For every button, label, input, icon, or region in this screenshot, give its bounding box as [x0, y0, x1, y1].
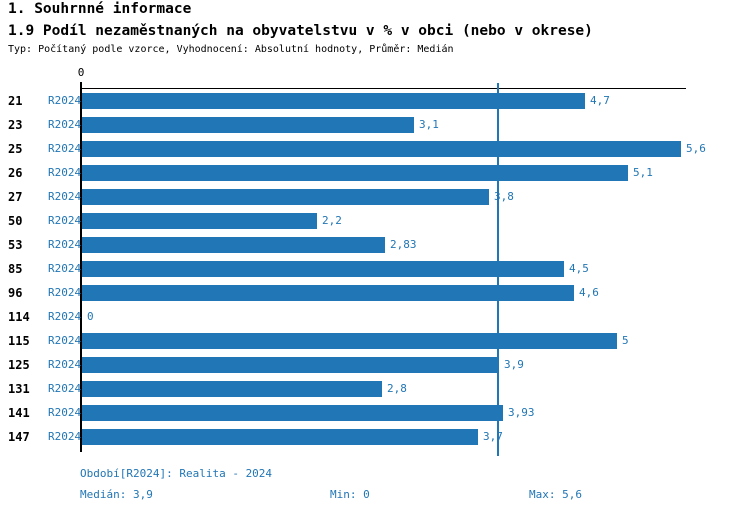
row-category-label: 115 [8, 334, 30, 348]
row-category-label: 141 [8, 406, 30, 420]
row-category-label: 85 [8, 262, 23, 276]
bar[interactable] [82, 285, 574, 301]
bar-value-label: 3,1 [419, 118, 439, 131]
bar[interactable] [82, 381, 382, 397]
row-category-label: 147 [8, 430, 30, 444]
bar[interactable] [82, 333, 617, 349]
chart-row: 131 R2024 2,8 [0, 381, 750, 397]
chart-row: 26 R2024 5,1 [0, 165, 750, 181]
row-period-label[interactable]: R2024 [48, 262, 82, 275]
row-category-label: 125 [8, 358, 30, 372]
bar-value-label: 4,7 [590, 94, 610, 107]
row-category-label: 26 [8, 166, 23, 180]
bar-value-label: 2,83 [390, 238, 417, 251]
bar[interactable] [82, 141, 681, 157]
x-axis-zero-label: 0 [77, 66, 85, 79]
bar-value-label: 3,7 [483, 430, 503, 443]
row-period-label[interactable]: R2024 [48, 166, 82, 179]
row-category-label: 114 [8, 310, 30, 324]
chart-row: 96 R2024 4,6 [0, 285, 750, 301]
row-category-label: 96 [8, 286, 23, 300]
row-period-label[interactable]: R2024 [48, 142, 82, 155]
bar-value-label: 3,8 [494, 190, 514, 203]
min-stat: Min: 0 [330, 488, 370, 501]
chart-row: 147 R2024 3,7 [0, 429, 750, 445]
median-stat: Medián: 3,9 [80, 488, 153, 501]
row-period-label[interactable]: R2024 [48, 430, 82, 443]
bar[interactable] [82, 237, 385, 253]
row-period-label[interactable]: R2024 [48, 190, 82, 203]
chart-row: 21 R2024 4,7 [0, 93, 750, 109]
bar[interactable] [82, 165, 628, 181]
x-axis-line [80, 88, 686, 89]
period-legend: Období[R2024]: Realita - 2024 [80, 467, 273, 480]
chart-row: 23 R2024 3,1 [0, 117, 750, 133]
chart-row: 85 R2024 4,5 [0, 261, 750, 277]
bar[interactable] [82, 189, 489, 205]
bar-value-label: 3,9 [504, 358, 524, 371]
bar[interactable] [82, 429, 478, 445]
section-title: 1. Souhrnné informace [8, 1, 192, 17]
row-category-label: 23 [8, 118, 23, 132]
chart-row: 125 R2024 3,9 [0, 357, 750, 373]
row-period-label[interactable]: R2024 [48, 334, 82, 347]
bar-value-label: 2,2 [322, 214, 342, 227]
row-period-label[interactable]: R2024 [48, 358, 82, 371]
chart-row: 141 R2024 3,93 [0, 405, 750, 421]
chart-row: 27 R2024 3,8 [0, 189, 750, 205]
bar-value-label: 5 [622, 334, 629, 347]
bar-value-label: 4,6 [579, 286, 599, 299]
bar-value-label: 5,1 [633, 166, 653, 179]
row-period-label[interactable]: R2024 [48, 118, 82, 131]
bar[interactable] [82, 357, 499, 373]
bar-value-label: 3,93 [508, 406, 535, 419]
bar[interactable] [82, 213, 317, 229]
bar-value-label: 2,8 [387, 382, 407, 395]
chart-row: 50 R2024 2,2 [0, 213, 750, 229]
row-category-label: 50 [8, 214, 23, 228]
row-period-label[interactable]: R2024 [48, 94, 82, 107]
bar[interactable] [82, 93, 585, 109]
row-period-label[interactable]: R2024 [48, 214, 82, 227]
row-category-label: 27 [8, 190, 23, 204]
y-axis-line [80, 88, 82, 452]
row-category-label: 53 [8, 238, 23, 252]
bar[interactable] [82, 405, 503, 421]
x-axis-zero-tick [80, 82, 82, 89]
row-category-label: 21 [8, 94, 23, 108]
chart-row: 53 R2024 2,83 [0, 237, 750, 253]
row-category-label: 25 [8, 142, 23, 156]
row-period-label[interactable]: R2024 [48, 382, 82, 395]
row-period-label[interactable]: R2024 [48, 406, 82, 419]
bar-value-label: 4,5 [569, 262, 589, 275]
bar[interactable] [82, 117, 414, 133]
chart-row: 25 R2024 5,6 [0, 141, 750, 157]
row-period-label[interactable]: R2024 [48, 310, 82, 323]
chart-title: 1.9 Podíl nezaměstnaných na obyvatelstvu… [8, 23, 593, 39]
max-stat: Max: 5,6 [529, 488, 582, 501]
bar-value-label: 0 [87, 310, 94, 323]
bar[interactable] [82, 261, 564, 277]
row-period-label[interactable]: R2024 [48, 238, 82, 251]
chart-subtitle: Typ: Počítaný podle vzorce, Vyhodnocení:… [8, 44, 454, 55]
row-period-label[interactable]: R2024 [48, 286, 82, 299]
bar-value-label: 5,6 [686, 142, 706, 155]
chart-row: 114 R2024 0 [0, 309, 750, 325]
chart-row: 115 R2024 5 [0, 333, 750, 349]
row-category-label: 131 [8, 382, 30, 396]
